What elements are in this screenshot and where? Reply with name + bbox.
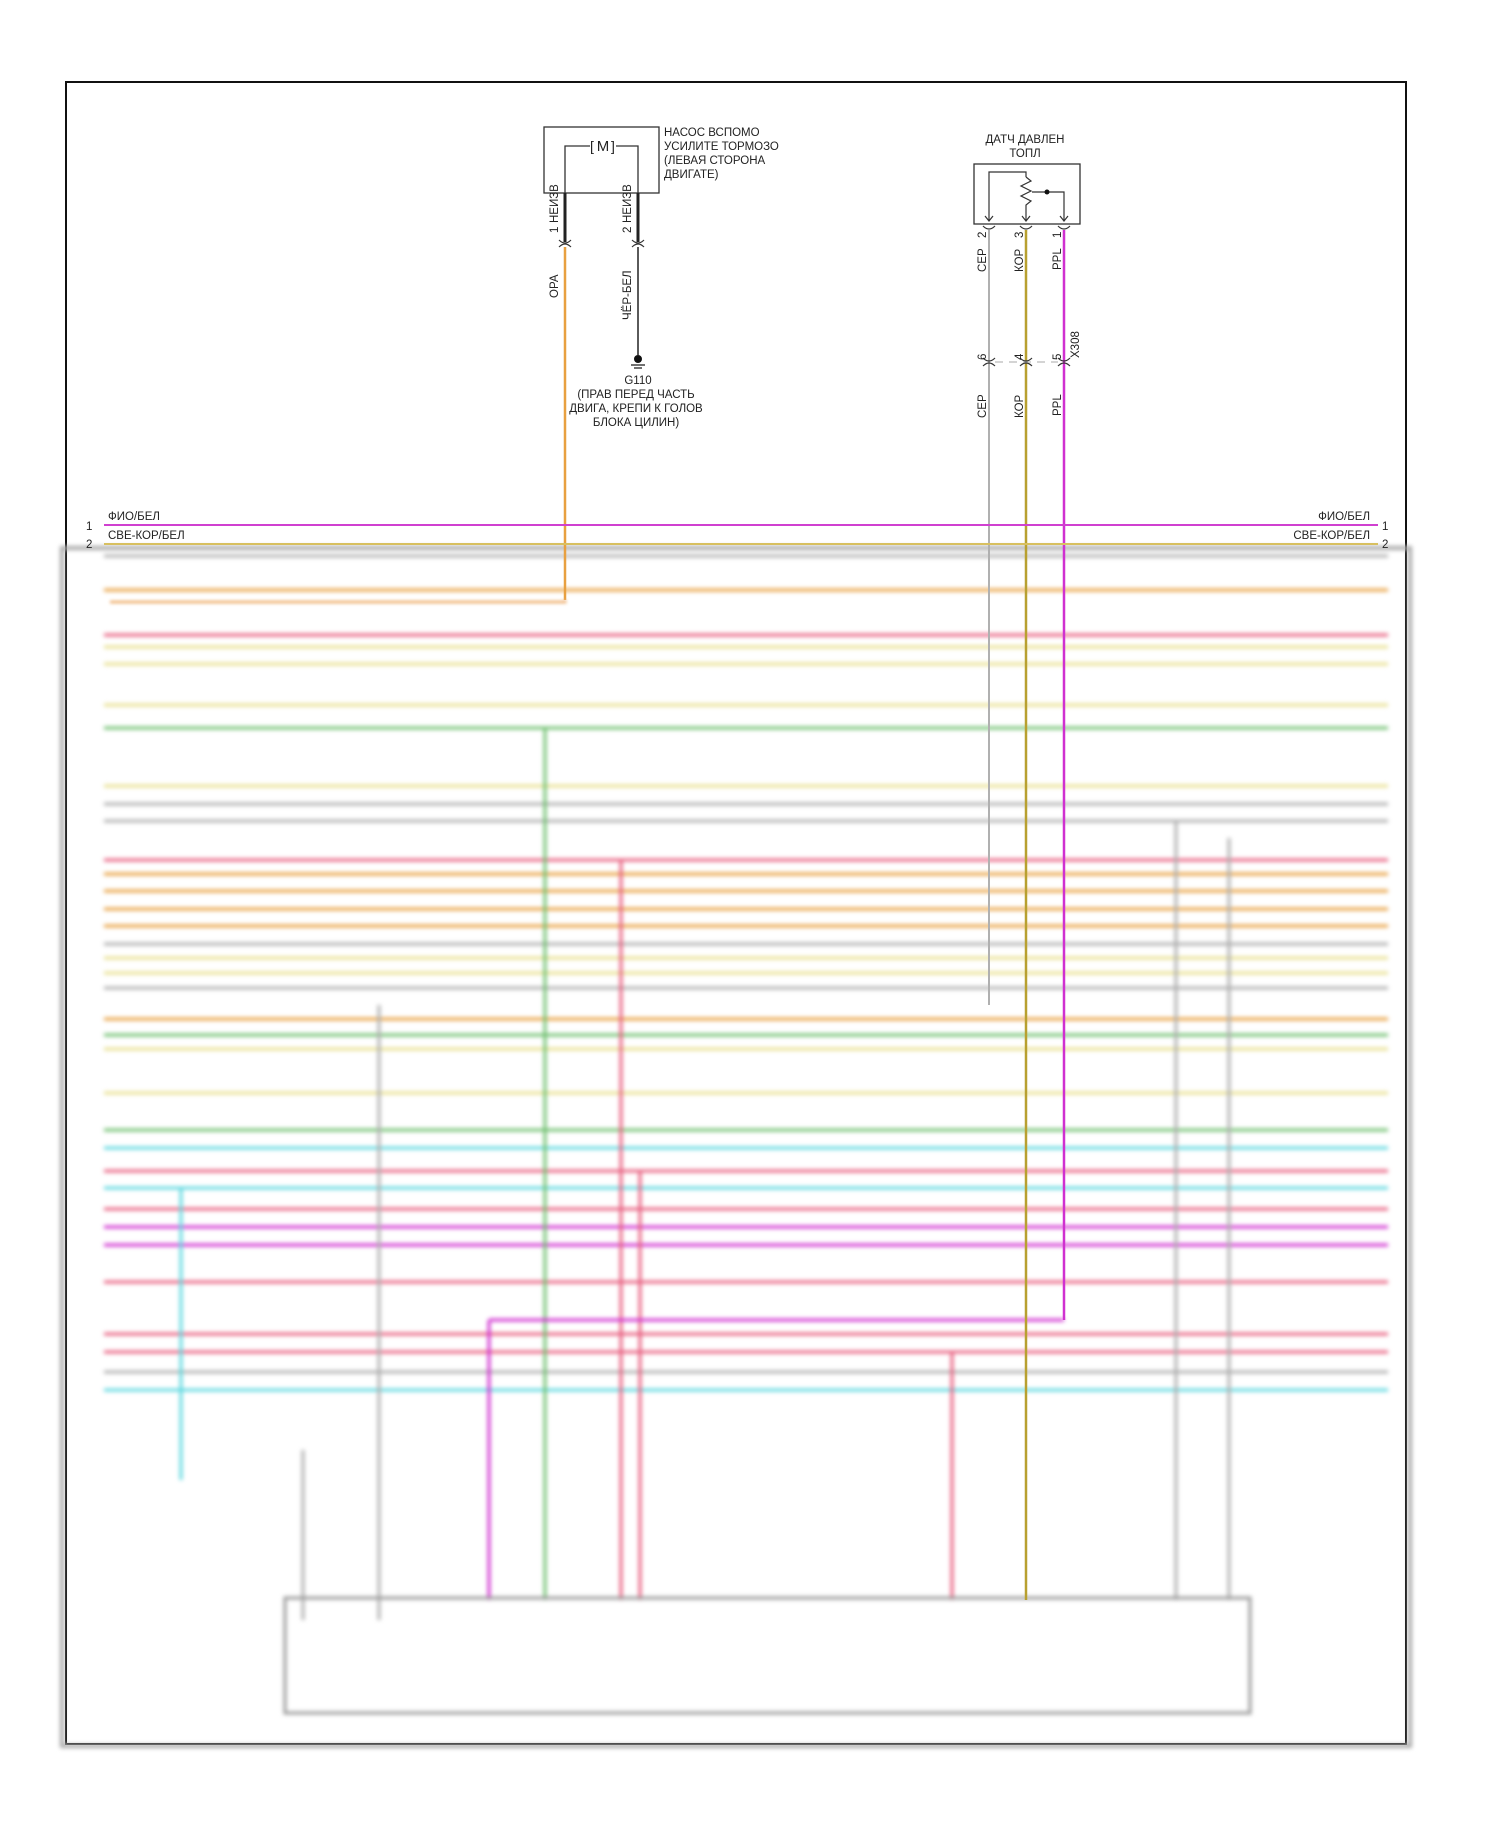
pin2-id: НЕИЗВ	[622, 184, 634, 223]
connector-icon	[558, 239, 572, 248]
blurred-region	[60, 546, 1412, 1748]
brake-booster-pump: M [ ] НАСОС ВСПОМО УСИЛИТЕ ТОРМОЗО (ЛЕВА…	[110, 126, 779, 604]
ground-id: G110	[624, 375, 651, 387]
x308-wire-color: КОР	[1014, 394, 1026, 418]
pin2-color: ЧЁР-БЕЛ	[622, 270, 634, 320]
potentiometer-icon	[1019, 176, 1033, 220]
ground-label-3: БЛОКА ЦИЛИН)	[593, 417, 679, 429]
pump-label-2: УСИЛИТЕ ТОРМОЗО	[664, 141, 779, 153]
pump-label-1: НАСОС ВСПОМО	[664, 127, 760, 139]
sensor-pin-num: 1	[1052, 232, 1064, 238]
svg-text:]: ]	[611, 138, 615, 154]
ground-icon	[634, 355, 642, 363]
x308-label: X308	[1070, 331, 1082, 358]
pin1-color: ОРА	[549, 274, 561, 298]
pump-label-4: ДВИГАТЕ)	[664, 169, 719, 181]
sensor-wire-color: КОР	[1014, 248, 1026, 272]
diagram-frame	[65, 81, 1407, 1745]
sensor-label-1: ДАТЧ ДАВЛЕН	[986, 134, 1065, 146]
pin1-id: НЕИЗВ	[549, 184, 561, 223]
x308-pin: 5	[1052, 354, 1064, 360]
x308-pin: 4	[1014, 353, 1026, 360]
control-module-box	[283, 1596, 1252, 1715]
pump-box	[543, 126, 660, 194]
motor-symbol: M	[597, 138, 610, 155]
bus-lines: 1 2 ФИО/БЕЛ СВЕ-КОР/БЕЛ ФИО/БЕЛ СВЕ-КОР/…	[86, 511, 1388, 551]
x308-pin: 6	[977, 354, 989, 360]
connector-icon	[982, 357, 1071, 367]
bus-num-right: 2	[1382, 539, 1388, 551]
pump-label-3: (ЛЕВАЯ СТОРОНА	[664, 155, 766, 167]
sensor-pin-num: 3	[1014, 232, 1026, 238]
x308-wire-color: PPL	[1052, 394, 1064, 416]
sensor-wire-color: PPL	[1052, 248, 1064, 270]
ground-label-1: (ПРАВ ПЕРЕД ЧАСТЬ	[577, 389, 694, 401]
bus-num-right: 1	[1382, 521, 1388, 533]
bus-label-right: ФИО/БЕЛ	[1318, 511, 1370, 523]
sensor-label-2: ТОПЛ	[1009, 148, 1040, 160]
bus-label-right: СВЕ-КОР/БЕЛ	[1293, 530, 1370, 542]
x308-wire-color: СЕР	[977, 394, 989, 418]
sensor-wire-color: СЕР	[977, 248, 989, 272]
connector-icon	[982, 225, 1071, 230]
bus-num-left: 2	[86, 539, 92, 551]
pin1-num: 1	[549, 227, 561, 233]
blurred-frame	[60, 546, 1412, 1748]
pin2-num: 2	[622, 227, 634, 233]
bus-num-left: 1	[86, 521, 92, 533]
connector-icon	[631, 239, 645, 248]
ground-label-2: ДВИГА, КРЕПИ К ГОЛОВ	[569, 403, 703, 415]
ground-g110: G110 (ПРАВ ПЕРЕД ЧАСТЬ ДВИГА, КРЕПИ К ГО…	[569, 355, 703, 429]
bus-label-left: ФИО/БЕЛ	[108, 511, 160, 523]
sensor-pin-num: 2	[977, 232, 989, 238]
bus-label-left: СВЕ-КОР/БЕЛ	[108, 530, 185, 542]
svg-text:[: [	[590, 138, 594, 154]
sensor-box	[973, 163, 1081, 225]
fuel-pressure-sensor: ДАТЧ ДАВЛЕН ТОПЛ 2 3 1 СЕР КОР PPL 6 4 5…	[973, 134, 1082, 1600]
